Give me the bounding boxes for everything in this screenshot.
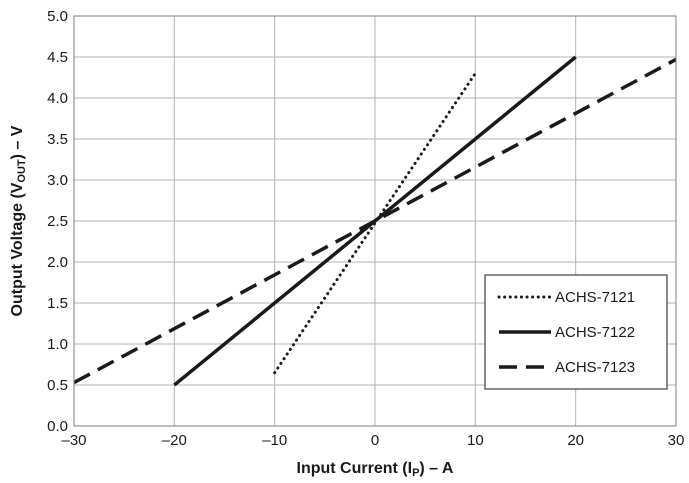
x-tick-label: 10 bbox=[467, 432, 484, 449]
plot-frame bbox=[73, 15, 677, 427]
x-axis-title: Input Current (IP) – A bbox=[297, 460, 454, 479]
legend: ACHS-7121 ACHS-7122 ACHS-7123 bbox=[484, 274, 668, 390]
y-tick-label: 0.5 bbox=[47, 377, 68, 394]
x-axis-title-main: Input Current (I bbox=[297, 460, 413, 477]
x-tick-label: –10 bbox=[262, 432, 287, 449]
y-tick-label: 0.0 bbox=[47, 418, 68, 435]
y-tick-label: 2.0 bbox=[47, 254, 68, 271]
x-tick-labels: –30 –20 –10 0 10 20 30 bbox=[61, 432, 684, 449]
y-axis-title-subscript: OUT bbox=[16, 159, 28, 183]
series-line-achs-7123 bbox=[73, 57, 677, 385]
x-axis-title-suffix: ) – A bbox=[419, 460, 454, 477]
x-tick-label: 0 bbox=[371, 432, 379, 449]
x-tick-label: –20 bbox=[162, 432, 187, 449]
y-tick-labels: 0.0 0.5 1.0 1.5 2.0 2.5 3.0 3.5 4.0 4.5 5.0 bbox=[47, 8, 68, 435]
y-axis-title-suffix: ) – V bbox=[9, 125, 26, 159]
y-tick-label: 1.0 bbox=[47, 336, 68, 353]
y-axis-title: Output Voltage (VOUT) – V bbox=[9, 125, 28, 316]
y-tick-label: 2.5 bbox=[47, 213, 68, 230]
y-tick-label: 5.0 bbox=[47, 8, 68, 25]
legend-label-achs-7121: ACHS-7121 bbox=[555, 289, 635, 306]
x-tick-label: 20 bbox=[567, 432, 584, 449]
y-tick-label: 3.0 bbox=[47, 172, 68, 189]
x-axis-title-subscript: P bbox=[412, 467, 419, 479]
x-tick-label: 30 bbox=[668, 432, 685, 449]
legend-label-achs-7123: ACHS-7123 bbox=[555, 359, 635, 376]
legend-label-achs-7122: ACHS-7122 bbox=[555, 324, 635, 341]
x-tick-label: –30 bbox=[61, 432, 86, 449]
y-tick-label: 4.0 bbox=[47, 90, 68, 107]
y-tick-label: 3.5 bbox=[47, 131, 68, 148]
y-tick-label: 4.5 bbox=[47, 49, 68, 66]
y-axis-title-main: Output Voltage (V bbox=[9, 182, 26, 316]
y-tick-label: 1.5 bbox=[47, 295, 68, 312]
series-lines bbox=[73, 55, 677, 387]
